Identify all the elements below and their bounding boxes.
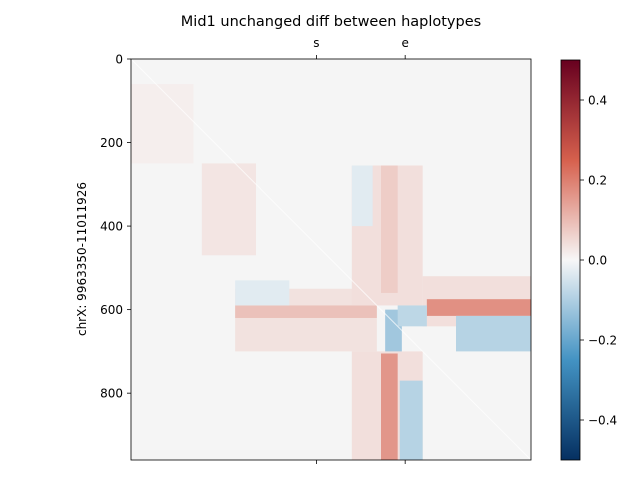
colorbar-tick-label: −0.4 (588, 414, 617, 428)
heatmap-cell (235, 305, 377, 318)
colorbar-ticks: 0.4 0.2 0.0 −0.2 −0.4 (580, 94, 617, 428)
heatmap-cell (399, 380, 423, 460)
colorbar-tick-label: −0.2 (588, 334, 617, 348)
heatmap-cell (131, 84, 194, 164)
heatmap-cell (397, 305, 427, 327)
heatmap-cell (351, 165, 373, 227)
chart-title: Mid1 unchanged diff between haplotypes (181, 14, 481, 30)
top-tick-label: s (313, 36, 319, 50)
colorbar-tick-label: 0.0 (588, 254, 607, 268)
y-axis-label: chrX: 9963350-11011926 (75, 182, 89, 336)
y-tick-label: 0 (115, 53, 123, 67)
y-tick-label: 800 (100, 387, 123, 401)
heatmap-cell (426, 299, 531, 316)
colorbar-tick-label: 0.2 (588, 174, 607, 188)
colorbar-tick-label: 0.4 (588, 94, 607, 108)
y-axis-ticks: 0 200 400 600 800 (100, 53, 131, 401)
top-tick-label: e (401, 36, 408, 50)
colorbar (561, 60, 580, 460)
y-tick-label: 400 (100, 220, 123, 234)
bottom-marker-ticks (316, 460, 406, 464)
heatmap-cells (131, 59, 531, 460)
y-tick-label: 200 (100, 136, 123, 150)
heatmap-cell (381, 353, 398, 460)
heatmap-cell (235, 280, 290, 306)
heatmap-cell (381, 165, 398, 293)
heatmap-diagonal (130, 58, 532, 461)
heatmap-cell (456, 315, 531, 352)
heatmap-cell (201, 163, 256, 256)
y-tick-label: 600 (100, 303, 123, 317)
heatmap-frame (130, 58, 532, 461)
